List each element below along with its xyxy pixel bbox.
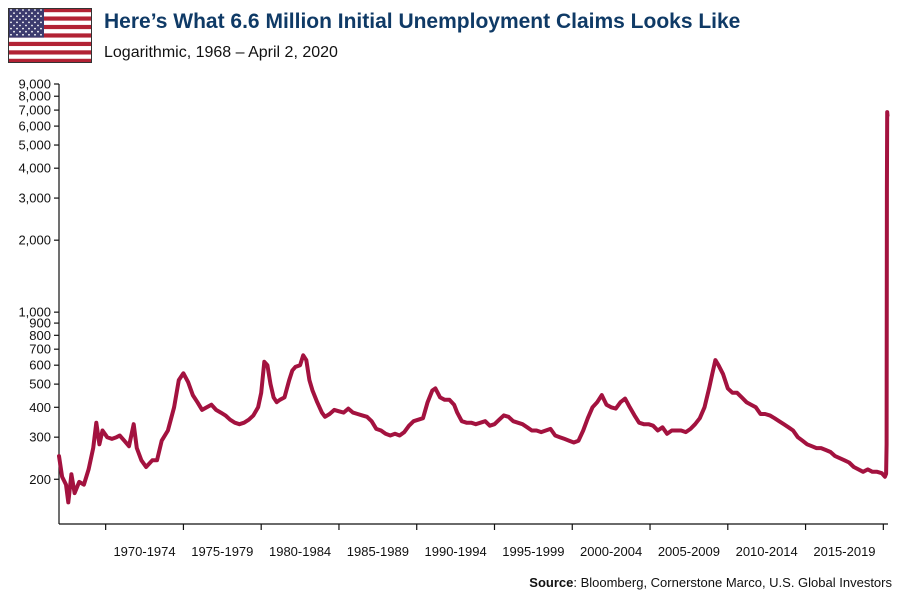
- source-text: : Bloomberg, Cornerstone Marco, U.S. Glo…: [573, 575, 892, 590]
- x-tick-label: 1980-1984: [269, 544, 331, 559]
- x-tick-label: 2015-2019: [813, 544, 875, 559]
- y-tick-label: 900: [29, 316, 51, 331]
- chart-subtitle: Logarithmic, 1968 – April 2, 2020: [104, 44, 338, 61]
- x-tick-label: 2010-2014: [736, 544, 798, 559]
- chart-title: Here’s What 6.6 Million Initial Unemploy…: [104, 10, 741, 33]
- y-tick-label: 3,000: [18, 191, 51, 206]
- y-tick-label: 2,000: [18, 233, 51, 248]
- y-tick-label: 8,000: [18, 89, 51, 104]
- y-tick-label: 1,000: [18, 305, 51, 320]
- y-tick-label: 5,000: [18, 138, 51, 153]
- y-tick-label: 6,000: [18, 119, 51, 134]
- x-tick-label: 1990-1994: [425, 544, 487, 559]
- y-tick-label: 800: [29, 328, 51, 343]
- y-tick-label: 500: [29, 377, 51, 392]
- y-tick-label: 7,000: [18, 103, 51, 118]
- source-note: Source: Bloomberg, Cornerstone Marco, U.…: [529, 575, 892, 590]
- y-tick-label: 700: [29, 342, 51, 357]
- x-tick-label: 1995-1999: [502, 544, 564, 559]
- x-tick-label: 1985-1989: [347, 544, 409, 559]
- x-tick-label: 1975-1979: [191, 544, 253, 559]
- y-tick-label: 200: [29, 472, 51, 487]
- us-flag-icon: [8, 8, 92, 63]
- series-line-initial-claims: [57, 110, 890, 505]
- y-tick-label: 4,000: [18, 161, 51, 176]
- source-label: Source: [529, 575, 574, 590]
- y-tick-label: 600: [29, 358, 51, 373]
- x-tick-label: 1970-1974: [113, 544, 175, 559]
- chart-axes: [58, 84, 888, 525]
- y-tick-label: 9,000: [18, 77, 51, 92]
- x-tick-label: 2005-2009: [658, 544, 720, 559]
- y-tick-label: 300: [29, 430, 51, 445]
- x-axis-ticks: 1970-1974 1975-1979 1980-1984 1985-1989 1990…: [105, 524, 884, 559]
- y-tick-label: 400: [29, 400, 51, 415]
- x-tick-label: 2000-2004: [580, 544, 642, 559]
